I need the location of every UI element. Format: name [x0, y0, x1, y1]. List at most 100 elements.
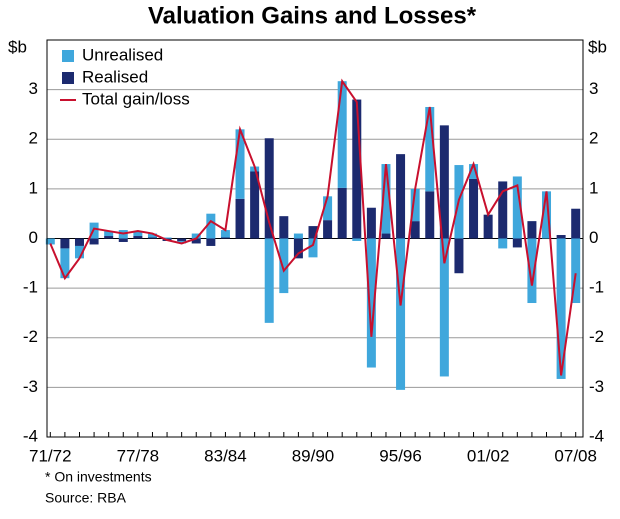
y2-tick-label: -2 [589, 327, 604, 346]
bar-segment [220, 230, 230, 238]
bar-segment [133, 231, 143, 237]
legend-label: Unrealised [82, 45, 163, 64]
bar-segment [133, 236, 143, 239]
bar-segment [293, 233, 303, 239]
bar-segment [469, 164, 479, 179]
bar-segment [308, 226, 318, 239]
bar-segment [45, 238, 55, 245]
bar-segment [337, 187, 347, 239]
legend-label: Realised [82, 67, 148, 86]
x-tick-label: 71/72 [29, 446, 72, 465]
bar-segment [512, 238, 522, 248]
source: Source: RBA [45, 490, 127, 506]
bar-segment [264, 138, 274, 239]
y-tick-label: 1 [29, 178, 38, 197]
y2-tick-label: 1 [589, 178, 598, 197]
bar-segment [206, 238, 216, 246]
bar-segment [293, 238, 303, 259]
bar-segment [147, 237, 157, 239]
y2-tick-label: 3 [589, 79, 598, 98]
x-tick-label: 89/90 [292, 446, 335, 465]
bar-segment [60, 248, 70, 279]
y-tick-label: -4 [23, 426, 38, 445]
bar-segment [498, 181, 508, 239]
bar-segment [89, 238, 99, 245]
bar-segment [206, 213, 216, 239]
bar-segment [366, 238, 376, 368]
bar-segment [410, 188, 420, 222]
x-tick-label: 07/08 [554, 446, 597, 465]
bar-segment [469, 178, 479, 239]
bar-segment [498, 238, 508, 249]
bar-segment [381, 164, 391, 234]
y2-tick-label: -1 [589, 278, 604, 297]
bar-segment [542, 191, 552, 239]
bar-segment [527, 221, 537, 239]
bar-segment [74, 245, 84, 259]
y-tick-label: -3 [23, 377, 38, 396]
bar-segment [279, 238, 289, 294]
legend-label: Total gain/loss [82, 89, 190, 108]
legend-swatch [62, 50, 74, 62]
bar-segment [512, 176, 522, 239]
bar-segment [220, 237, 230, 239]
y-unit-right: $b [588, 37, 607, 56]
bar-segment [235, 198, 245, 239]
bar-segment [483, 214, 493, 239]
bar-segment [425, 191, 435, 239]
footnote: * On investments [45, 469, 152, 485]
bar-segment [571, 238, 581, 304]
bar-segment [556, 235, 566, 239]
y-tick-label: -1 [23, 278, 38, 297]
bar-segment [147, 233, 157, 238]
y2-tick-label: -4 [589, 426, 604, 445]
x-tick-label: 95/96 [379, 446, 422, 465]
y-tick-label: 2 [29, 129, 38, 148]
y-tick-label: -2 [23, 327, 38, 346]
bar-segment [74, 238, 84, 246]
bar-segment [352, 238, 362, 241]
bar-segment [177, 240, 187, 244]
bar-segment [104, 236, 114, 239]
bar-segment [323, 220, 333, 239]
y-unit-left: $b [8, 37, 27, 56]
y2-tick-label: 2 [589, 129, 598, 148]
bar-segment [439, 238, 449, 377]
y-tick-label: 0 [29, 228, 38, 247]
y2-tick-label: 0 [589, 228, 598, 247]
x-tick-label: 77/78 [117, 446, 160, 465]
bar-segment [454, 238, 464, 274]
total-line [49, 78, 577, 376]
bar-segment [162, 237, 172, 239]
bar-segment [425, 106, 435, 192]
bar-segment [250, 171, 260, 239]
bar-segment [527, 238, 537, 304]
bar-segment [191, 233, 201, 239]
bar-segment [366, 207, 376, 239]
y-tick-label: 3 [29, 79, 38, 98]
x-tick-label: 83/84 [204, 446, 247, 465]
y2-tick-label: -3 [589, 377, 604, 396]
bar-segment [279, 216, 289, 239]
bar-segment [118, 238, 128, 242]
bar-segment [571, 208, 581, 239]
bar-segment [235, 129, 245, 199]
x-tick-label: 01/02 [467, 446, 510, 465]
plot-frame [46, 39, 584, 438]
bar-segment [410, 221, 420, 239]
bar-segment [556, 238, 566, 379]
bar-segment [264, 238, 274, 323]
bar-segment [60, 238, 70, 249]
bar-segment [104, 231, 114, 237]
bar-segment [323, 196, 333, 221]
bar-segment [177, 238, 187, 241]
bar-segment [337, 81, 347, 188]
bar-segment [308, 238, 318, 258]
legend-swatch [62, 72, 74, 84]
bar-segment [352, 99, 362, 239]
bar-segment [439, 125, 449, 239]
chart-title: Valuation Gains and Losses* [148, 2, 477, 29]
bar-segment [396, 238, 406, 390]
bar-segment [396, 154, 406, 239]
